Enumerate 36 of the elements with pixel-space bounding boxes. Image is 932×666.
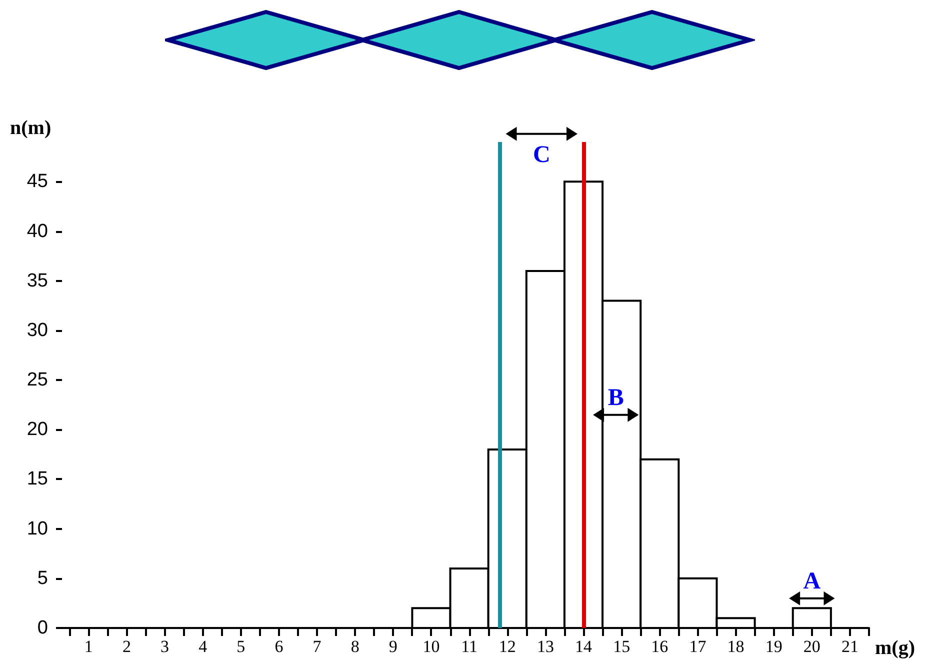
x-tick-label: 10 bbox=[422, 637, 440, 656]
y-tick-label: 40 bbox=[26, 220, 48, 242]
x-tick-label: 17 bbox=[689, 637, 707, 656]
x-tick-label: 3 bbox=[160, 637, 170, 656]
y-tick-label: 30 bbox=[26, 320, 48, 341]
y-tick-label: 10 bbox=[26, 518, 48, 540]
x-tick-label: 9 bbox=[388, 637, 398, 656]
y-axis-title: n(m) bbox=[10, 117, 52, 139]
y-tick-label: 0 bbox=[37, 618, 48, 638]
y-tick-label: 15 bbox=[26, 468, 48, 490]
y-tick-label: 35 bbox=[26, 270, 48, 292]
x-tick-label: 5 bbox=[236, 637, 246, 656]
y-tick-label: 45 bbox=[26, 171, 48, 192]
y-tick-label: 20 bbox=[26, 419, 48, 440]
x-tick-label: 12 bbox=[498, 637, 516, 656]
x-tick-label: 19 bbox=[765, 637, 782, 656]
annotation: B bbox=[608, 384, 624, 411]
annotation: C bbox=[532, 142, 550, 168]
x-tick-label: 7 bbox=[312, 637, 322, 656]
annotation: A bbox=[803, 568, 822, 594]
y-tick-label: 25 bbox=[26, 370, 48, 391]
x-tick-label: 8 bbox=[350, 637, 360, 656]
x-tick-label: 16 bbox=[651, 637, 668, 656]
x-tick-label: 21 bbox=[841, 637, 858, 656]
x-tick-label: 6 bbox=[274, 637, 284, 656]
x-tick-label: 20 bbox=[803, 637, 820, 656]
x-axis-title: m(g) bbox=[875, 637, 915, 659]
x-tick-label: 2 bbox=[122, 637, 131, 656]
x-tick-label: 1 bbox=[84, 637, 93, 656]
x-tick-label: 18 bbox=[727, 637, 744, 656]
x-tick-label: 13 bbox=[536, 637, 554, 656]
y-tick-label: 5 bbox=[37, 568, 48, 589]
x-tick-label: 11 bbox=[461, 637, 478, 656]
x-tick-label: 15 bbox=[613, 637, 630, 656]
x-tick-label: 4 bbox=[198, 637, 208, 656]
x-tick-label: 14 bbox=[575, 637, 593, 656]
